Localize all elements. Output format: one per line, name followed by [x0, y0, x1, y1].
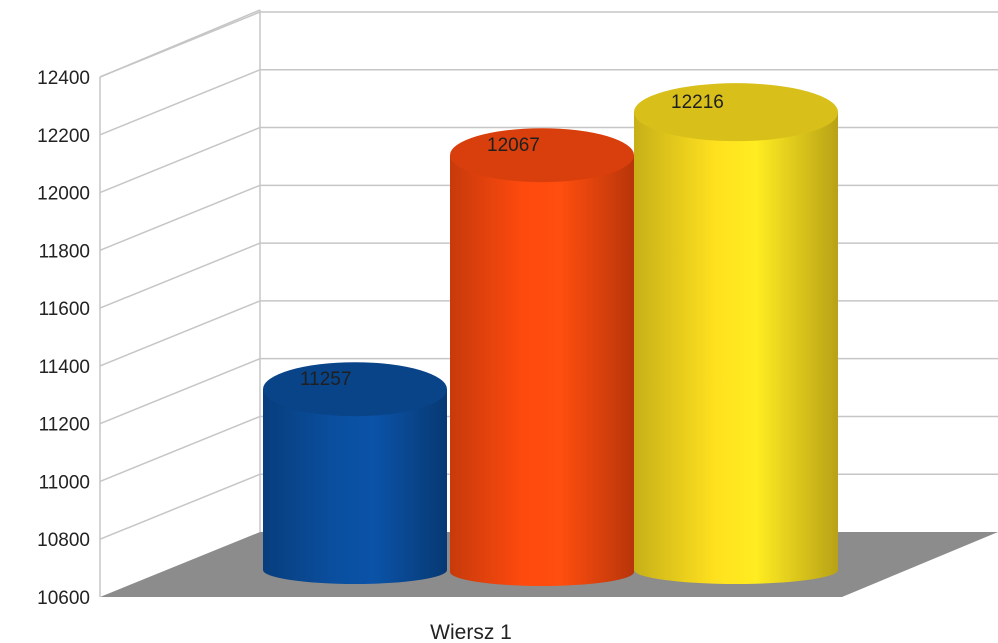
y-tick-label: 12200 — [37, 126, 90, 147]
y-tick-label: 12400 — [37, 68, 90, 89]
y-tick-label: 11800 — [39, 241, 90, 262]
side-gridline — [99, 184, 261, 252]
bar-cylinder-body — [450, 155, 634, 586]
bar-cylinder-top — [263, 362, 447, 417]
y-tick-label: 10600 — [37, 588, 90, 609]
side-gridline — [99, 69, 261, 136]
bar-cylinder-top — [634, 83, 838, 142]
bar-cylinder-top — [450, 128, 634, 183]
y-tick-label: 11600 — [39, 299, 90, 320]
bars — [263, 83, 838, 586]
side-gridline — [99, 415, 261, 483]
bar-cylinder-body — [263, 389, 447, 584]
y-tick-label: 11200 — [39, 415, 90, 436]
bar-cylinder-body — [634, 112, 838, 585]
category-label: Wiersz 1 — [430, 621, 512, 643]
y-axis-ticks: 10600 10800 11000 11200 11400 11600 11800 12000… — [37, 68, 90, 609]
y-tick-label: 11000 — [39, 472, 90, 493]
side-gridline — [99, 300, 261, 367]
y-tick-label: 11400 — [39, 357, 90, 378]
side-gridline — [99, 11, 261, 78]
y-tick-label: 12000 — [37, 184, 90, 205]
data-labels: 11257 12067 12216 — [300, 92, 724, 390]
side-gridline — [99, 357, 261, 425]
side-gridline — [99, 242, 261, 309]
data-label: 11257 — [300, 369, 351, 390]
data-label: 12216 — [671, 92, 724, 113]
side-gridline — [99, 473, 261, 540]
data-label: 12067 — [487, 135, 540, 156]
y-tick-label: 10800 — [37, 530, 90, 551]
side-gridline — [99, 126, 261, 194]
